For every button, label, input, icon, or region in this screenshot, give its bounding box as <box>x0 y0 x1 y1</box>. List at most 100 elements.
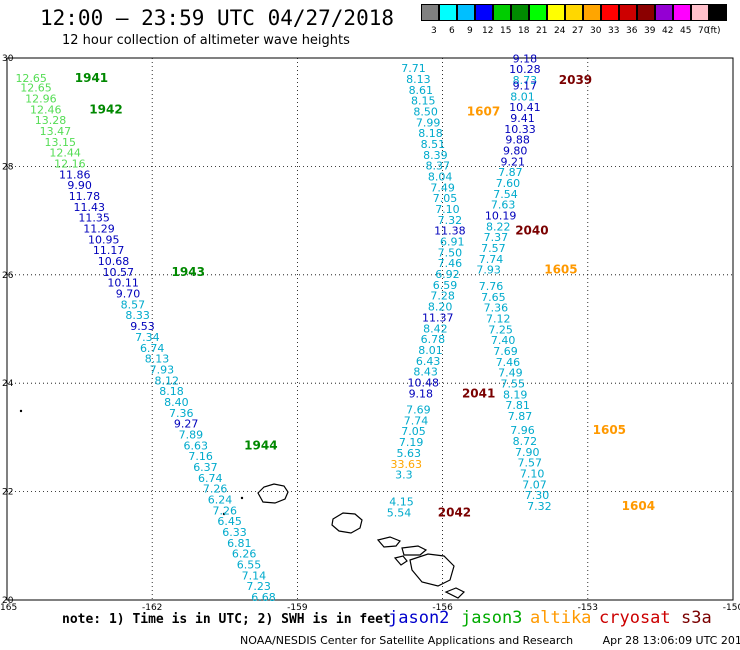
pass-number-label: 1605 <box>593 423 626 437</box>
color-swatch <box>619 4 637 21</box>
wave-height-value: 7.87 <box>508 410 533 423</box>
color-scale-label: 45 <box>680 26 692 36</box>
wave-height-value: 12.96 <box>25 92 57 105</box>
wave-height-value: 7.55 <box>501 378 526 391</box>
island-outline <box>393 555 408 566</box>
wave-height-value: 11.37 <box>422 311 454 324</box>
legend-s3a: s3a <box>681 608 712 628</box>
wave-height-value: 7.57 <box>481 242 506 255</box>
wave-height-value: 6.37 <box>193 461 218 474</box>
wave-height-value: 12.65 <box>20 82 52 95</box>
wave-height-value: 6.43 <box>416 355 441 368</box>
legend-cryosat: cryosat <box>599 608 671 628</box>
color-scale-label: (ft) <box>707 26 721 36</box>
wave-height-value: 8.43 <box>413 366 438 379</box>
wave-height-value: 7.65 <box>481 291 506 304</box>
y-tick-label: 30 <box>2 54 14 64</box>
pass-number-label: 1942 <box>89 102 122 116</box>
color-swatch <box>601 4 619 21</box>
wave-height-value: 8.57 <box>121 298 146 311</box>
wave-height-value: 7.46 <box>438 257 463 270</box>
wave-height-value: 6.55 <box>237 559 262 572</box>
pass-number-label: 1605 <box>544 263 577 277</box>
wave-height-value: 9.53 <box>130 320 155 333</box>
wave-height-value: 8.61 <box>409 84 434 97</box>
wave-height-value: 9.17 <box>513 79 538 92</box>
wave-height-value: 10.95 <box>88 233 120 246</box>
y-tick-label: 20 <box>2 596 14 606</box>
wave-height-value: 9.41 <box>510 112 535 125</box>
wave-height-value: 8.01 <box>510 90 535 103</box>
x-tick-label: -150 <box>723 603 740 613</box>
wave-height-value: 8.51 <box>421 138 446 151</box>
wave-height-value: 7.90 <box>515 446 540 459</box>
wave-height-value: 7.93 <box>150 363 175 376</box>
wave-height-value: 10.33 <box>504 123 536 136</box>
map-title: 12:00 – 23:59 UTC 04/27/2018 <box>40 6 395 30</box>
y-tick-label: 22 <box>2 488 13 498</box>
wave-height-value: 8.19 <box>503 388 528 401</box>
wave-height-value: 7.36 <box>169 407 194 420</box>
pass-number-label: 2039 <box>559 73 592 87</box>
wave-height-value: 8.72 <box>513 435 538 448</box>
color-swatch <box>529 4 547 21</box>
x-tick-label: -153 <box>578 603 598 613</box>
wave-height-value: 10.41 <box>509 101 541 114</box>
wave-height-value: 7.28 <box>430 290 455 303</box>
wave-height-value: 7.36 <box>484 302 509 315</box>
wave-height-value: 10.68 <box>98 255 130 268</box>
wave-height-value: 12.44 <box>49 147 81 160</box>
wave-height-value: 3.3 <box>395 469 413 482</box>
wave-height-value: 8.13 <box>406 73 431 86</box>
pass-number-label: 2042 <box>438 506 471 520</box>
wave-height-value: 7.30 <box>525 489 550 502</box>
wave-height-value: 9.80 <box>503 144 528 157</box>
wave-height-value: 7.05 <box>433 192 458 205</box>
wave-height-value: 10.57 <box>103 266 135 279</box>
wave-height-value: 7.99 <box>416 116 441 129</box>
legend-jason3: jason3 <box>461 608 523 628</box>
color-swatch <box>511 4 529 21</box>
wave-height-value: 11.17 <box>93 244 125 257</box>
credit-timestamp: Apr 28 13:06:09 UTC 2018 <box>602 634 740 647</box>
wave-height-value: 5.54 <box>387 507 412 520</box>
wave-height-value: 7.26 <box>203 483 228 496</box>
wave-height-value: 7.46 <box>496 356 521 369</box>
color-scale-label: 33 <box>608 26 620 36</box>
island-outline <box>409 553 455 587</box>
wave-height-value: 7.26 <box>213 504 238 517</box>
wave-height-value: 11.38 <box>434 225 466 238</box>
wave-height-value: 7.74 <box>479 253 504 266</box>
color-scale-label: 9 <box>467 26 473 36</box>
color-scale-label: 12 <box>482 26 494 36</box>
color-scale-label: 21 <box>536 26 548 36</box>
color-swatch <box>637 4 655 21</box>
wave-height-value: 7.07 <box>522 478 547 491</box>
color-swatch <box>493 4 511 21</box>
wave-height-value: 9.18 <box>513 52 538 65</box>
footer-note: note: 1) Time is in UTC; 2) SWH is in fe… <box>62 612 391 627</box>
wave-height-value: 8.73 <box>513 74 538 87</box>
island-outline <box>401 545 428 556</box>
wave-height-value: 6.92 <box>435 268 460 281</box>
pass-number-label: 1943 <box>172 265 205 279</box>
y-tick-label: 24 <box>2 379 14 389</box>
wave-height-value: 6.74 <box>140 342 165 355</box>
island-outline <box>444 587 466 599</box>
color-swatch <box>439 4 457 21</box>
wave-height-value: 8.20 <box>428 301 453 314</box>
wave-height-value: 7.10 <box>435 203 460 216</box>
pass-number-label: 2040 <box>515 224 548 238</box>
color-swatch <box>691 4 709 21</box>
wave-height-value: 12.46 <box>30 103 62 116</box>
wave-height-value: 8.01 <box>418 344 443 357</box>
wave-height-value: 7.54 <box>493 188 518 201</box>
color-scale-label: 18 <box>518 26 530 36</box>
x-tick-label: -162 <box>142 603 162 613</box>
wave-height-value: 9.21 <box>501 155 526 168</box>
color-swatch <box>457 4 475 21</box>
wave-height-value: 7.87 <box>498 166 523 179</box>
color-swatch <box>583 4 601 21</box>
credit-line: NOAA/NESDIS Center for Satellite Applica… <box>240 634 740 647</box>
wave-height-value: 7.49 <box>430 181 455 194</box>
